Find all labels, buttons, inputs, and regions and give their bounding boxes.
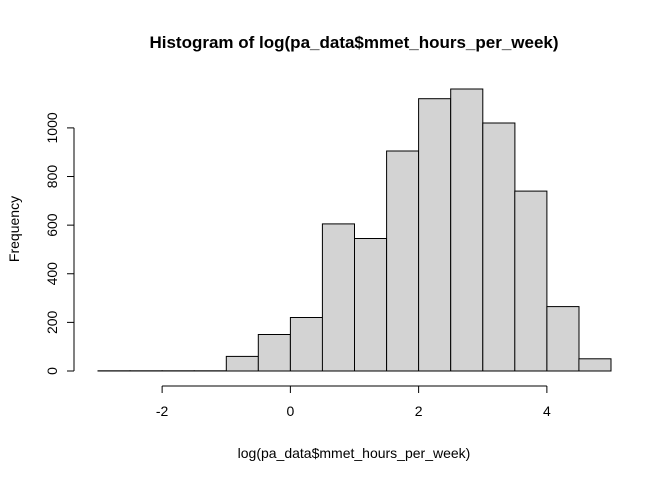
y-tick-label: 200 [44,310,60,334]
y-tick-label: 1000 [44,112,60,143]
x-tick-label: 0 [286,403,294,419]
x-axis-label: log(pa_data$mmet_hours_per_week) [238,445,471,461]
x-tick-label: 2 [415,403,423,419]
histogram-bar [450,88,484,372]
histogram-bar [546,306,580,372]
histogram-bar [482,122,516,372]
histogram-bar [514,190,548,372]
histogram-bar [225,355,259,372]
x-axis: -2 0 2 4 [156,385,551,419]
histogram-bar [418,98,452,372]
x-tick-label: -2 [156,403,169,419]
y-axis-label: Frequency [6,196,22,262]
y-tick-label: 400 [44,262,60,286]
histogram-bar [289,317,323,372]
y-tick-label: 800 [44,165,60,189]
y-tick-label: 600 [44,213,60,237]
y-tick-label: 0 [44,367,60,375]
histogram-bar [386,150,420,372]
bars-group [97,88,612,372]
histogram-bar [354,238,388,372]
chart-title: Histogram of log(pa_data$mmet_hours_per_… [149,33,558,52]
histogram-bar [257,334,291,372]
histogram-bar [578,358,612,372]
y-axis: 0 200 400 600 800 1000 [44,112,75,375]
x-tick-label: 4 [543,403,551,419]
histogram-bar [321,223,355,372]
